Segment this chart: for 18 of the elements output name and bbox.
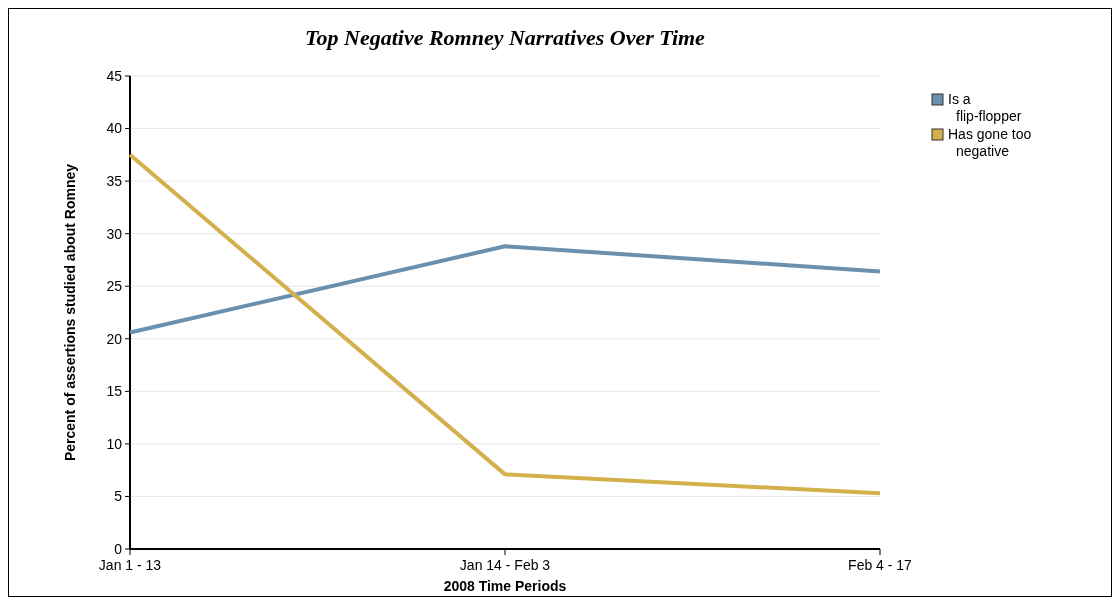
- y-tick-label: 10: [106, 435, 123, 452]
- y-tick-label: 30: [106, 225, 123, 242]
- y-tick-label: 45: [106, 67, 123, 84]
- y-tick-label: 20: [106, 330, 123, 347]
- x-tick-label: Jan 1 - 13: [98, 557, 162, 573]
- y-tick-label: 25: [106, 278, 123, 295]
- x-axis-title: 2008 Time Periods: [443, 578, 567, 594]
- x-tick-label: Jan 14 - Feb 3: [459, 557, 551, 573]
- legend-label: Has gone too negative: [948, 126, 1032, 159]
- legend-label: Is a flip-flopper: [948, 91, 1022, 124]
- y-tick-label: 40: [106, 120, 123, 137]
- y-axis-title: Percent of assertions studied about Romney: [62, 163, 78, 462]
- chart-title: Top Negative Romney Narratives Over Time: [305, 25, 706, 50]
- y-tick-label: 15: [106, 383, 123, 400]
- x-tick-label: Feb 4 - 17: [848, 557, 913, 573]
- y-tick-label: 35: [106, 173, 123, 190]
- y-tick-label: 0: [114, 540, 123, 557]
- y-tick-label: 5: [114, 488, 123, 505]
